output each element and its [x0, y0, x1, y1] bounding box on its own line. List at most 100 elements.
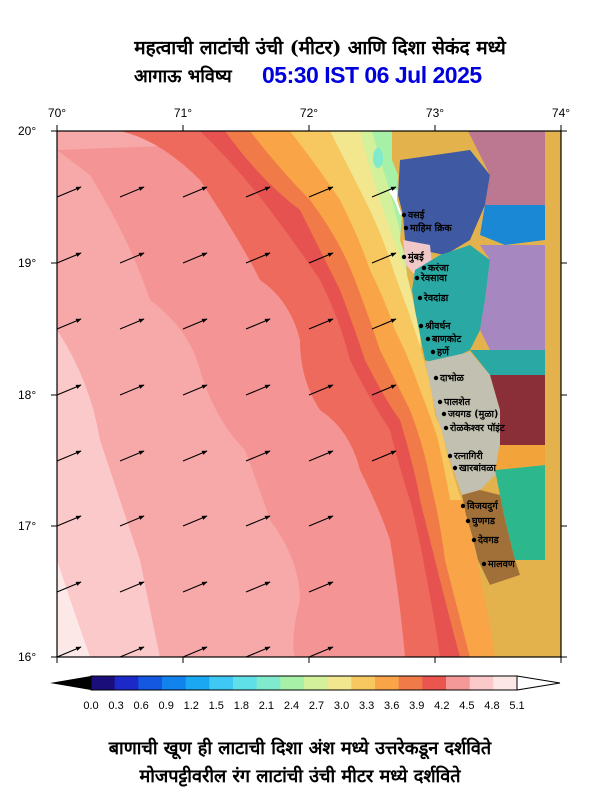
station-marker [441, 411, 447, 417]
wave-arrow [119, 646, 145, 658]
station-palshet: पालशेत [437, 396, 471, 408]
district-sangli [490, 375, 545, 445]
district-goa [490, 560, 545, 657]
wave-direction-arrows [56, 186, 397, 658]
colorbar-label: 1.5 [208, 700, 224, 712]
wave-arrow [245, 515, 271, 527]
colorbar-swatch [446, 676, 471, 690]
station-label: श्रीवर्धन [424, 320, 451, 332]
colorbar-label: 3.0 [333, 700, 350, 712]
colorbar-swatch [351, 676, 376, 690]
colorbar-swatch [327, 676, 352, 690]
wave-arrow [245, 450, 271, 462]
station-label: दाभोळ [439, 372, 465, 384]
colorbar-swatch [493, 676, 518, 690]
station-devgad: देवगड [471, 534, 500, 546]
wave-arrow [182, 581, 208, 593]
wave-arrow [308, 186, 334, 198]
colorbar-swatch [375, 676, 400, 690]
station-dabhol: दाभोळ [433, 372, 465, 384]
wave-arrow [245, 318, 271, 330]
lon-tick-70: 70° [47, 106, 67, 120]
station-ratnagiri: रत्नागिरी [447, 450, 483, 462]
station-label: घुणगड [471, 516, 496, 527]
station-marker [465, 518, 471, 524]
colorbar-label: 3.3 [358, 700, 375, 712]
wave-arrow [308, 318, 334, 330]
colorbar-swatch [280, 676, 305, 690]
colorbar-label: 4.5 [459, 700, 475, 712]
forecast-time: 05:30 IST 06 Jul 2025 [262, 62, 482, 88]
colorbar-swatch [209, 676, 234, 690]
colorbar-label: 3.9 [409, 700, 425, 712]
colorbar-swatches [91, 676, 518, 690]
station-label: जयगड (मुळा) [447, 409, 498, 420]
wave-arrow [308, 384, 334, 396]
colorbar-swatch [398, 676, 423, 690]
colorbar-label: 0.0 [83, 700, 99, 712]
station-kharbanwala: खारबांवळा [452, 462, 497, 474]
wave-arrow [56, 186, 82, 198]
wave-arrow [56, 646, 82, 658]
wave-arrow [308, 450, 334, 462]
district-raigad [412, 245, 490, 365]
wave-arrow [371, 450, 397, 462]
station-label: रोळकेश्वर पॉइंट [449, 422, 506, 434]
wave-arrow [182, 384, 208, 396]
colorbar-label: 0.3 [108, 700, 124, 712]
wave-arrow [119, 515, 145, 527]
footer-color-note: मोजपट्टीवरील रंग लाटांची उंची मीटर मध्ये… [139, 766, 461, 787]
wave-arrow [56, 384, 82, 396]
station-rolkeshwar-point: रोळकेश्वर पॉइंट [443, 422, 506, 434]
station-malvan: मालवण [481, 559, 516, 570]
colorbar-over-triangle [516, 675, 561, 691]
frame-ticks [51, 125, 567, 663]
station-marker [471, 537, 477, 543]
wave-arrow [182, 186, 208, 198]
wave-arrow [245, 186, 271, 198]
wave-arrow [56, 581, 82, 593]
station-marker [401, 254, 407, 260]
colorbar-swatch [469, 676, 494, 690]
footer-arrow-note: बाणाची खूण ही लाटाची दिशा अंश मध्ये उत्त… [108, 738, 492, 759]
station-label: खारबांवळा [458, 462, 497, 474]
wave-arrow [182, 646, 208, 658]
station-karanja: करंजा [421, 262, 449, 274]
station-label: रेवसावा [420, 272, 448, 284]
wave-arrow [119, 252, 145, 264]
station-ghunagad: घुणगड [465, 516, 496, 527]
band-1.8-2.1 [373, 148, 383, 168]
station-marker [437, 399, 443, 405]
station-marker [425, 336, 431, 342]
station-label: करंजा [427, 262, 449, 274]
lon-tick-71: 71° [173, 106, 193, 120]
station-label: मुंबई [407, 251, 425, 263]
colorbar-label: 2.4 [283, 700, 300, 712]
colorbar-label: 0.9 [158, 700, 174, 712]
colorbar-label: 2.1 [258, 700, 275, 712]
colorbar-label: 4.8 [484, 700, 500, 712]
station-marker [417, 295, 423, 301]
colorbar-swatch [233, 676, 258, 690]
wave-arrow [56, 252, 82, 264]
colorbar-label: 1.8 [233, 700, 249, 712]
station-label: पालशेत [443, 396, 471, 408]
station-label: बाणकोट [431, 333, 463, 345]
station-revas: रेवसावा [414, 272, 448, 284]
wave-arrow [245, 252, 271, 264]
wave-arrow [182, 318, 208, 330]
station-marker [443, 425, 449, 431]
wave-arrow [119, 318, 145, 330]
lat-tick-18: 18° [18, 388, 37, 402]
map-title: महत्वाची लाटांची उंची (मीटर) आणि दिशा से… [134, 37, 506, 59]
colorbar-label: 4.2 [434, 700, 450, 712]
station-marker [418, 323, 424, 329]
district-kolhapur [495, 465, 545, 560]
wave-arrow [308, 515, 334, 527]
station-label: रत्नागिरी [453, 450, 483, 462]
forecast-label: आगाऊ भविष्य [134, 66, 232, 87]
station-marker [452, 465, 458, 471]
wave-arrow [308, 646, 334, 658]
